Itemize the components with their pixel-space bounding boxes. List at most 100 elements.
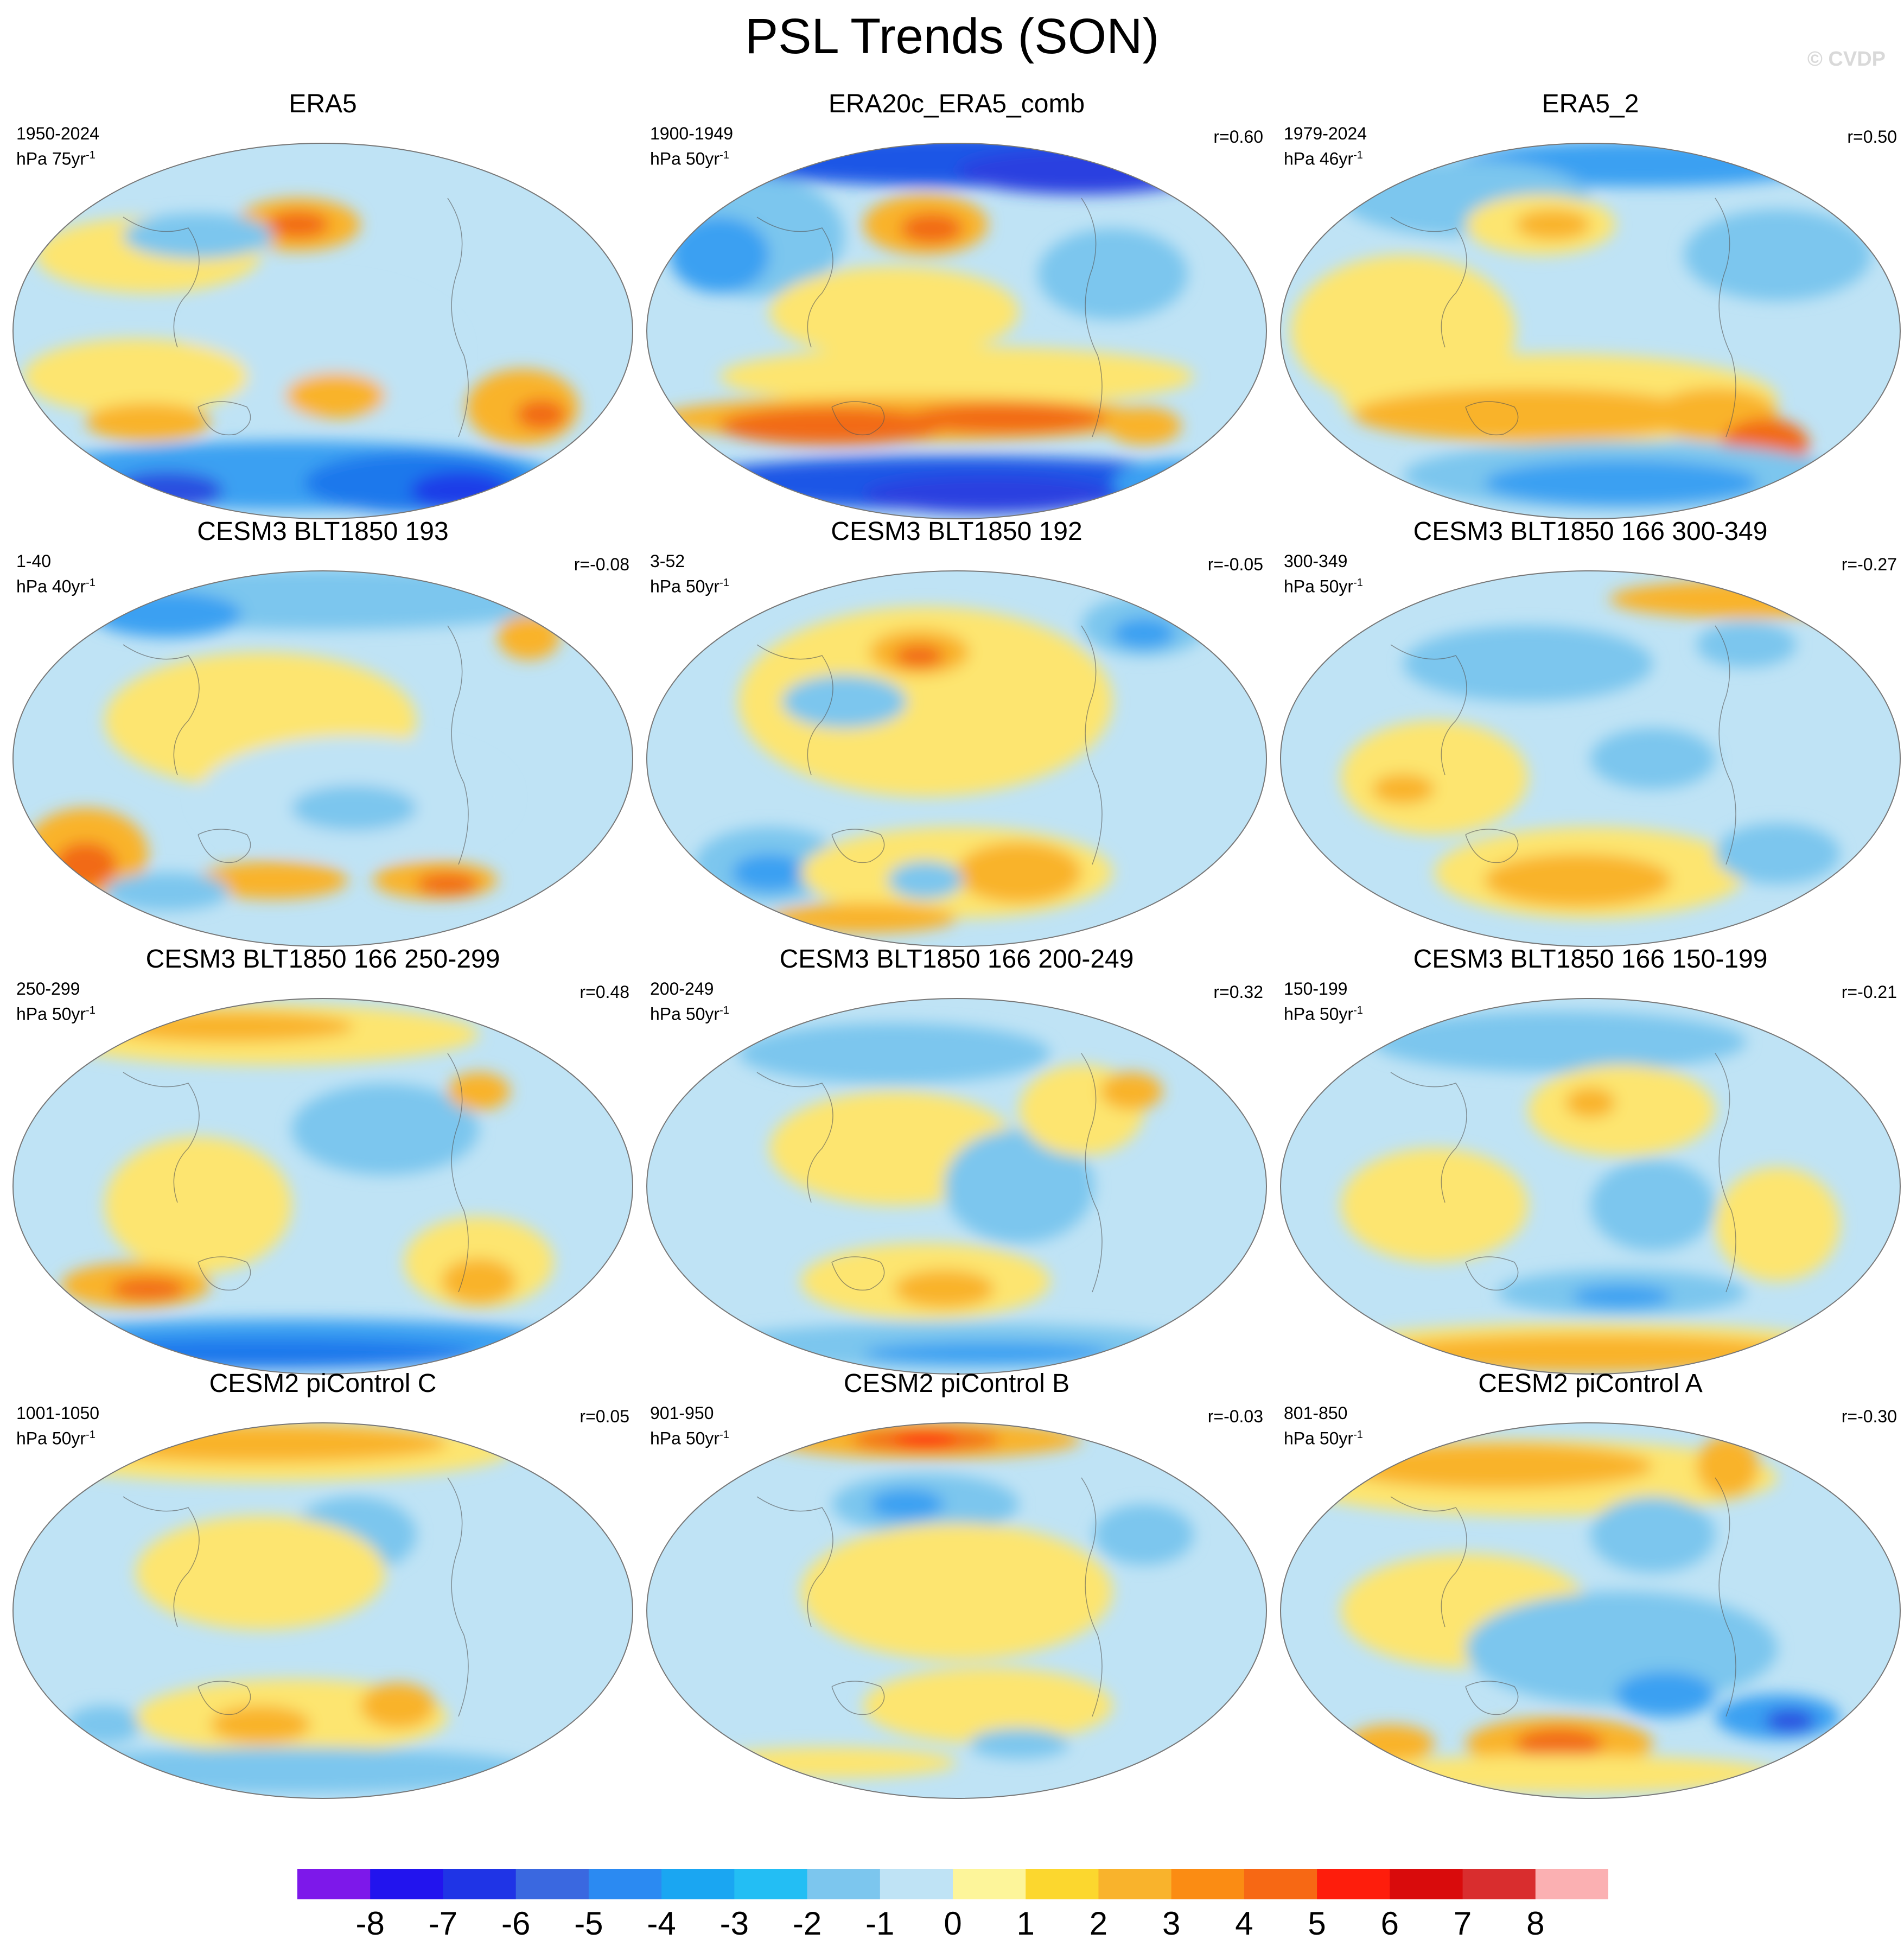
map-panel: ERA20c_ERA5_comb 1900-1949 hPa 50yr-1 r=0.6… — [639, 87, 1274, 519]
colorbar-tick-label: 0 — [944, 1905, 962, 1942]
trend-region — [863, 1342, 1113, 1365]
colorbar-box — [1171, 1869, 1245, 1899]
colorbar-tick-label: -3 — [719, 1905, 749, 1942]
panel-period-units: 901-950 hPa 50yr-1 — [650, 1402, 729, 1449]
trend-region — [136, 1516, 385, 1630]
panel-title: CESM3 BLT1850 166 300-349 — [1413, 517, 1768, 546]
map-ellipse — [1280, 1422, 1901, 1799]
colorbar-box — [1244, 1869, 1317, 1899]
trend-region — [894, 1432, 957, 1447]
colorbar-tick-label: 6 — [1380, 1905, 1399, 1942]
trend-region — [104, 1137, 292, 1274]
trend-region — [907, 403, 1106, 434]
trend-region — [410, 472, 510, 510]
panel-period: 200-249 — [650, 979, 714, 999]
trend-region — [719, 407, 944, 445]
trend-region — [894, 1270, 994, 1308]
panel-units: hPa 75yr-1 — [16, 149, 95, 169]
trend-region — [719, 346, 1194, 407]
trend-region — [186, 282, 460, 418]
trend-region — [1609, 580, 1884, 618]
trend-region — [863, 1668, 1113, 1744]
trend-region — [104, 1012, 354, 1042]
panel-units: hPa 46yr-1 — [1284, 149, 1363, 169]
map-panel: CESM3 BLT1850 166 300-349 300-349 hPa 50yr… — [1273, 514, 1904, 947]
trend-region — [360, 1683, 435, 1728]
panel-period: 250-299 — [16, 979, 80, 999]
map-ellipse — [12, 998, 633, 1375]
trend-region — [1715, 1167, 1840, 1281]
trend-region — [1341, 1755, 1778, 1793]
trend-region — [1765, 1709, 1815, 1732]
panel-period: 1950-2024 — [16, 124, 100, 143]
trend-region — [769, 266, 1019, 358]
trend-region — [42, 1747, 542, 1793]
colorbar-box — [1390, 1869, 1463, 1899]
map-panel: CESM3 BLT1850 192 3-52 hPa 50yr-1 r=-0.05 — [639, 514, 1274, 947]
panel-period-units: 150-199 hPa 50yr-1 — [1284, 978, 1363, 1025]
colorbar-tick-label: -5 — [574, 1905, 603, 1942]
colorbar-box — [880, 1869, 953, 1899]
panel-title: CESM3 BLT1850 192 — [831, 517, 1082, 546]
map-ellipse — [646, 1422, 1267, 1799]
panel-period: 3-52 — [650, 551, 685, 571]
map-ellipse — [12, 143, 633, 519]
colorbar-box — [1317, 1869, 1390, 1899]
coastline-outline — [756, 625, 1103, 865]
trend-region — [894, 645, 944, 667]
colorbar-tick-label: -7 — [428, 1905, 458, 1942]
panel-units: hPa 50yr-1 — [16, 1428, 95, 1448]
map-ellipse — [12, 1422, 633, 1799]
trend-region — [92, 592, 242, 637]
trend-region — [42, 1338, 479, 1369]
panel-correlation: r=-0.27 — [1841, 555, 1897, 574]
panel-period: 1979-2024 — [1284, 124, 1367, 143]
trend-region — [957, 842, 1081, 903]
map-border — [646, 998, 1267, 1375]
colorbar-tick-label: -1 — [865, 1905, 895, 1942]
trend-region — [1112, 460, 1238, 506]
panel-period-units: 300-349 hPa 50yr-1 — [1284, 550, 1363, 597]
panel-units: hPa 50yr-1 — [1284, 1004, 1363, 1024]
trend-region — [291, 1084, 479, 1175]
coastline-outline — [756, 1053, 1103, 1293]
panel-correlation: r=0.50 — [1847, 127, 1897, 147]
colorbar-box — [1026, 1869, 1099, 1899]
map-panel: CESM2 piControl A 801-850 hPa 50yr-1 r=-0.3… — [1273, 1366, 1904, 1799]
panel-title: CESM3 BLT1850 166 250-299 — [145, 945, 500, 974]
trend-region — [670, 217, 769, 293]
trend-region — [1615, 1671, 1715, 1717]
colorbar-box — [370, 1869, 443, 1899]
trend-region — [104, 873, 230, 911]
trend-region — [1571, 1285, 1672, 1308]
colorbar — [297, 1869, 1608, 1899]
map-border — [646, 1422, 1267, 1799]
trend-region — [1372, 1012, 1747, 1072]
colorbar-tick-label: 8 — [1526, 1905, 1545, 1942]
colorbar-tick-label: 2 — [1089, 1905, 1108, 1942]
panel-units: hPa 50yr-1 — [1284, 1428, 1363, 1448]
trend-region — [73, 1424, 448, 1462]
panel-title: CESM2 piControl A — [1478, 1369, 1703, 1398]
map-ellipse — [1280, 570, 1901, 947]
trend-region — [1100, 1072, 1163, 1110]
trend-region — [732, 854, 807, 892]
panel-period-units: 250-299 hPa 50yr-1 — [16, 978, 95, 1025]
trend-region — [800, 1523, 1113, 1660]
colorbar-box — [588, 1869, 662, 1899]
trend-region — [1347, 1725, 1435, 1763]
panel-title: CESM3 BLT1850 166 200-249 — [779, 945, 1134, 974]
map-ellipse — [646, 143, 1267, 519]
trend-region — [1353, 388, 1703, 441]
coastline-outline — [1390, 1477, 1736, 1717]
panel-period-units: 200-249 hPa 50yr-1 — [650, 978, 729, 1025]
trend-region — [67, 1706, 142, 1744]
trend-region — [769, 903, 957, 933]
panel-period-units: 1979-2024 hPa 46yr-1 — [1284, 123, 1367, 170]
trend-region — [1106, 407, 1181, 445]
trend-region — [1466, 1592, 1778, 1706]
trend-region — [900, 213, 963, 244]
coastline-outline — [756, 1477, 1103, 1717]
panel-title: CESM3 BLT1850 166 150-199 — [1413, 945, 1768, 974]
trend-region — [738, 607, 1113, 797]
